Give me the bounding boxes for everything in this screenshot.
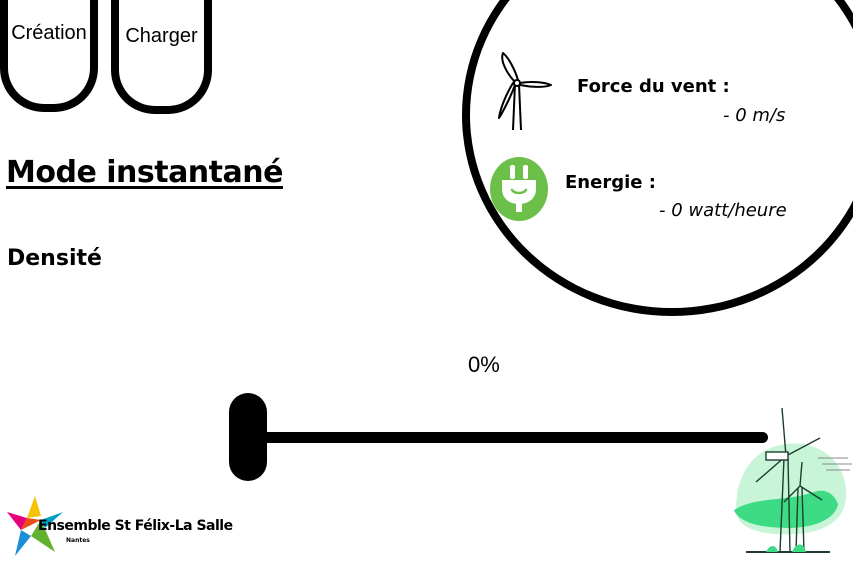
logo-subtext: Nantes xyxy=(66,537,90,544)
logo-text: Ensemble St Félix-La Salle xyxy=(38,518,233,534)
energy-label: Energie : xyxy=(565,172,656,193)
wind-turbine-icon xyxy=(498,52,552,131)
density-label: Densité xyxy=(7,246,102,271)
page-title: Mode instantané xyxy=(6,155,283,190)
info-panel xyxy=(462,0,853,316)
wind-value: - 0 m/s xyxy=(723,105,786,126)
charger-button-label: Charger xyxy=(125,25,198,47)
density-slider-handle[interactable] xyxy=(229,393,267,481)
energy-value: - 0 watt/heure xyxy=(659,200,787,221)
creation-button[interactable]: Création xyxy=(0,0,98,112)
wind-turbines-illustration xyxy=(734,407,852,553)
density-slider-track[interactable] xyxy=(248,432,768,443)
plug-icon xyxy=(490,157,548,221)
creation-button-label: Création xyxy=(11,22,87,44)
school-logo-icon xyxy=(7,496,63,556)
density-percent: 0% xyxy=(468,352,500,377)
charger-button[interactable]: Charger xyxy=(111,0,212,114)
wind-label: Force du vent : xyxy=(577,76,730,97)
